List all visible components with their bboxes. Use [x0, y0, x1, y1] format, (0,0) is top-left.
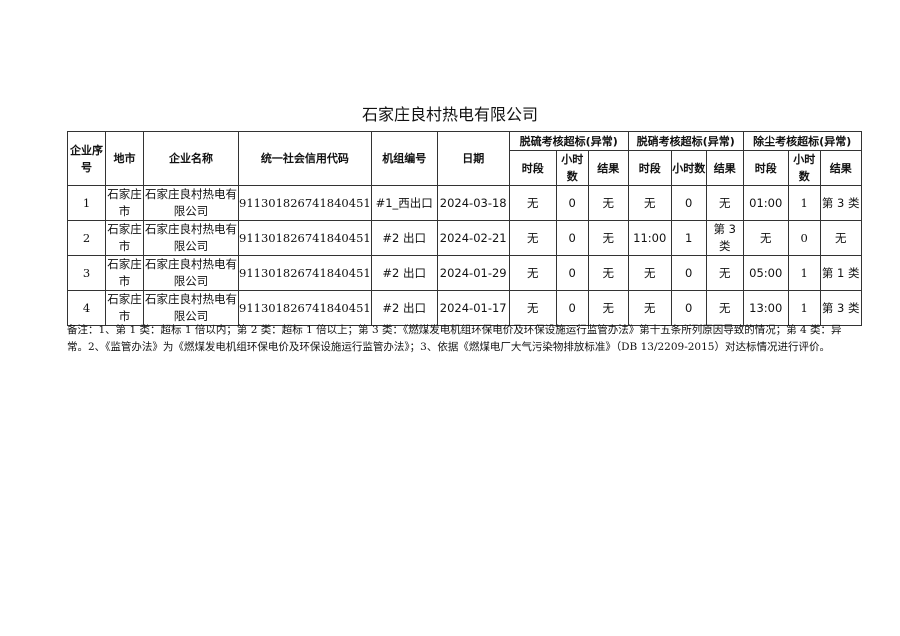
header-code: 统一社会信用代码 — [238, 131, 372, 186]
date-cell: 2024-01-17 — [436, 290, 510, 326]
subheader-hours: 小时数 — [787, 150, 821, 186]
period-cell: 01:00 — [742, 185, 789, 221]
subheader-result: 结果 — [819, 150, 862, 186]
city-cell: 石家庄市 — [105, 185, 144, 221]
result-cell: 第 3 类 — [705, 220, 744, 256]
code-cell: 911301826741840451 — [238, 255, 372, 291]
date-cell: 2024-01-29 — [436, 255, 510, 291]
date-cell: 2024-02-21 — [436, 220, 510, 256]
name-cell: 石家庄良村热电有限公司 — [143, 290, 239, 326]
subheader-hours: 小时数 — [555, 150, 589, 186]
unit-cell: #2 出口 — [370, 255, 438, 291]
header-denitration: 脱硝考核超标(异常) — [627, 131, 744, 151]
hours-cell: 0 — [670, 255, 707, 291]
header-city: 地市 — [105, 131, 144, 186]
footnote: 备注：1、第 1 类：超标 1 倍以内；第 2 类：超标 1 倍以上；第 3 类… — [67, 324, 842, 353]
header-date: 日期 — [436, 131, 510, 186]
date-cell: 2024-03-18 — [436, 185, 510, 221]
city-cell: 石家庄市 — [105, 290, 144, 326]
hours-cell: 1 — [787, 290, 821, 326]
unit-cell: #2 出口 — [370, 290, 438, 326]
table-row: 2 石家庄市 石家庄良村热电有限公司 911301826741840451 #2 出口 2… — [67, 220, 862, 256]
code-cell: 911301826741840451 — [238, 290, 372, 326]
header-name: 企业名称 — [143, 131, 239, 186]
table-row: 4 石家庄市 石家庄良村热电有限公司 911301826741840451 #2 出口 2… — [67, 290, 862, 326]
result-cell: 第 3 类 — [819, 290, 862, 326]
result-cell: 无 — [587, 185, 629, 221]
result-cell: 第 1 类 — [819, 255, 862, 291]
subheader-period: 时段 — [742, 150, 789, 186]
seq-cell: 3 — [67, 255, 106, 291]
hours-cell: 0 — [555, 220, 589, 256]
exceedance-table: 企业序号 地市 企业名称 统一社会信用代码 机组编号 日期 脱硫考核超标(异常)… — [67, 131, 862, 326]
city-cell: 石家庄市 — [105, 220, 144, 256]
period-cell: 无 — [508, 290, 557, 326]
page-title: 石家庄良村热电有限公司 — [361, 105, 538, 124]
period-cell: 无 — [508, 255, 557, 291]
result-cell: 第 3 类 — [819, 185, 862, 221]
hours-cell: 0 — [555, 255, 589, 291]
hours-cell: 1 — [670, 220, 707, 256]
result-cell: 无 — [587, 220, 629, 256]
period-cell: 无 — [742, 220, 789, 256]
hours-cell: 1 — [787, 255, 821, 291]
seq-cell: 4 — [67, 290, 106, 326]
table-row: 1 石家庄市 石家庄良村热电有限公司 911301826741840451 #1_西出口… — [67, 185, 862, 221]
name-cell: 石家庄良村热电有限公司 — [143, 255, 239, 291]
seq-cell: 1 — [67, 185, 106, 221]
unit-cell: #2 出口 — [370, 220, 438, 256]
result-cell: 无 — [819, 220, 862, 256]
hours-cell: 0 — [670, 290, 707, 326]
period-cell: 11:00 — [627, 220, 672, 256]
subheader-period: 时段 — [627, 150, 672, 186]
table-row: 3 石家庄市 石家庄良村热电有限公司 911301826741840451 #2 出口 2… — [67, 255, 862, 291]
seq-cell: 2 — [67, 220, 106, 256]
hours-cell: 1 — [787, 185, 821, 221]
hours-cell: 0 — [787, 220, 821, 256]
subheader-hours: 小时数 — [670, 150, 707, 186]
result-cell: 无 — [705, 255, 744, 291]
hours-cell: 0 — [670, 185, 707, 221]
period-cell: 无 — [508, 220, 557, 256]
period-cell: 无 — [627, 290, 672, 326]
subheader-result: 结果 — [705, 150, 744, 186]
period-cell: 无 — [627, 255, 672, 291]
result-cell: 无 — [587, 290, 629, 326]
code-cell: 911301826741840451 — [238, 220, 372, 256]
period-cell: 无 — [508, 185, 557, 221]
header-unit: 机组编号 — [370, 131, 438, 186]
header-seq: 企业序号 — [67, 131, 106, 186]
subheader-period: 时段 — [508, 150, 557, 186]
result-cell: 无 — [705, 290, 744, 326]
header-dust-removal: 除尘考核超标(异常) — [742, 131, 862, 151]
code-cell: 911301826741840451 — [238, 185, 372, 221]
period-cell: 13:00 — [742, 290, 789, 326]
unit-cell: #1_西出口 — [370, 185, 438, 221]
period-cell: 无 — [627, 185, 672, 221]
result-cell: 无 — [587, 255, 629, 291]
name-cell: 石家庄良村热电有限公司 — [143, 220, 239, 256]
subheader-result: 结果 — [587, 150, 629, 186]
hours-cell: 0 — [555, 290, 589, 326]
result-cell: 无 — [705, 185, 744, 221]
hours-cell: 0 — [555, 185, 589, 221]
period-cell: 05:00 — [742, 255, 789, 291]
name-cell: 石家庄良村热电有限公司 — [143, 185, 239, 221]
city-cell: 石家庄市 — [105, 255, 144, 291]
header-desulfurization: 脱硫考核超标(异常) — [508, 131, 629, 151]
